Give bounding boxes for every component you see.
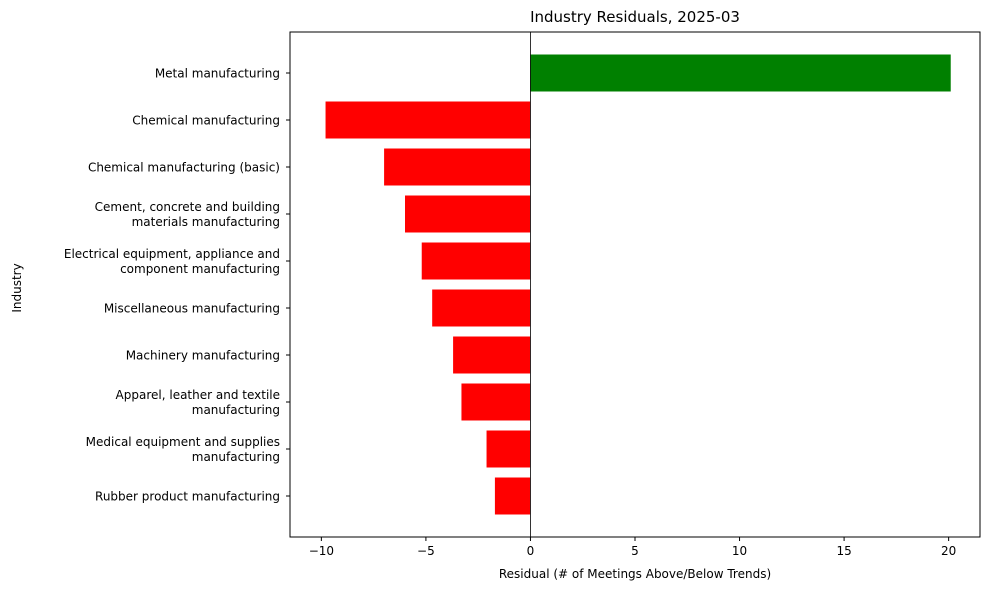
bar bbox=[421, 242, 531, 280]
bar bbox=[486, 430, 531, 468]
bar bbox=[530, 54, 951, 92]
bar bbox=[494, 477, 531, 515]
y-tick-label: Chemical manufacturing bbox=[132, 114, 280, 128]
y-tick-label: Rubber product manufacturing bbox=[95, 490, 280, 504]
y-tick-label: Electrical equipment, appliance and compo… bbox=[64, 247, 280, 276]
x-tick-label: −5 bbox=[417, 544, 435, 558]
plot-area: −10 −5 0 5 10 15 20 Metal manufacturing Chemical… bbox=[64, 31, 981, 558]
y-tick-label: Cement, concrete and building materials m… bbox=[95, 200, 280, 229]
bar bbox=[384, 148, 531, 186]
y-tick-label: Metal manufacturing bbox=[155, 67, 280, 81]
y-tick-label: Apparel, leather and textile manufacturin… bbox=[116, 388, 280, 417]
x-tick-label: 20 bbox=[941, 544, 956, 558]
x-tick-label: 5 bbox=[631, 544, 639, 558]
x-tick-label: −10 bbox=[309, 544, 334, 558]
x-axis-label: Residual (# of Meetings Above/Below Tren… bbox=[499, 567, 771, 581]
bar bbox=[453, 336, 531, 374]
y-tick-label: Medical equipment and supplies manufactur… bbox=[86, 435, 280, 464]
y-tick-label: Miscellaneous manufacturing bbox=[104, 302, 280, 316]
y-tick-label: Machinery manufacturing bbox=[126, 349, 280, 363]
bar bbox=[432, 289, 531, 327]
y-tick-label: Chemical manufacturing (basic) bbox=[88, 161, 280, 175]
x-tick-label: 10 bbox=[732, 544, 747, 558]
y-axis-label: Industry bbox=[10, 263, 24, 312]
bar bbox=[461, 383, 531, 421]
bar bbox=[325, 101, 531, 139]
chart-title: Industry Residuals, 2025-03 bbox=[530, 8, 740, 26]
x-tick-label: 0 bbox=[527, 544, 535, 558]
bar bbox=[405, 195, 531, 233]
x-tick-label: 15 bbox=[836, 544, 851, 558]
